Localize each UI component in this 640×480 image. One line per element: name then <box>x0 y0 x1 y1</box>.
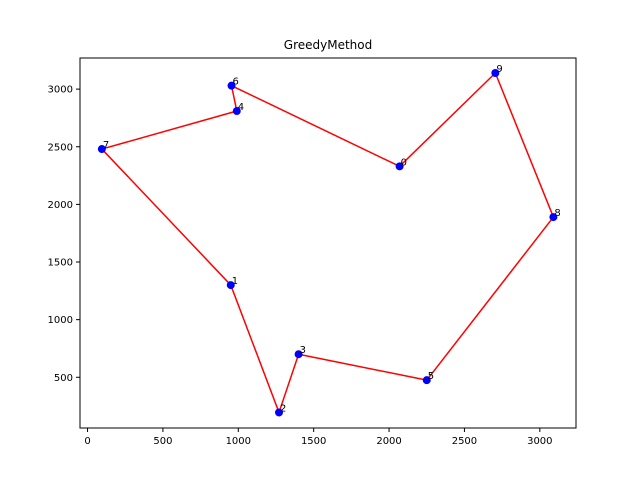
x-tick-label: 1000 <box>226 436 251 447</box>
data-point-7 <box>97 145 106 154</box>
y-axis: 500 1000 1500 2000 2500 3000 <box>48 85 80 384</box>
x-tick-label: 0 <box>84 436 90 447</box>
data-point-6 <box>227 81 236 90</box>
point-label-1: 1 <box>232 276 238 287</box>
x-tick-label: 2000 <box>376 436 401 447</box>
y-tick-label: 3000 <box>48 85 73 96</box>
plot-frame <box>79 57 577 429</box>
y-tick-label: 500 <box>54 373 73 384</box>
tour-segment-3-2 <box>278 353 300 413</box>
data-point-5 <box>422 376 431 385</box>
y-tick-label: 1500 <box>48 258 73 269</box>
x-tick-label: 3000 <box>527 436 552 447</box>
x-axis: 0 500 1000 1500 2000 2500 3000 <box>84 428 553 447</box>
chart-title: GreedyMethod <box>284 38 372 52</box>
tour-segment-8-5 <box>426 216 554 381</box>
point-label-4: 4 <box>238 102 244 113</box>
tour-segment-9-8 <box>494 72 555 218</box>
point-label-0: 0 <box>401 157 407 168</box>
tour-segment-5-3 <box>298 353 427 381</box>
data-point-9 <box>491 68 500 77</box>
data-points <box>97 68 558 417</box>
x-tick-label: 1500 <box>301 436 326 447</box>
data-point-1 <box>226 281 235 290</box>
y-tick-label: 2500 <box>48 142 73 153</box>
point-labels: 0 1 2 3 4 5 6 7 8 9 <box>103 64 561 414</box>
tour-segment-7-4 <box>101 110 237 150</box>
point-label-5: 5 <box>428 371 434 382</box>
y-tick-label: 1000 <box>48 315 73 326</box>
data-point-2 <box>275 408 284 417</box>
tour-segment-2-1 <box>230 284 280 413</box>
x-tick-label: 2500 <box>452 436 477 447</box>
tour-segment-4-6 <box>230 85 238 112</box>
x-tick-label: 500 <box>153 436 172 447</box>
point-label-9: 9 <box>496 64 502 75</box>
point-label-2: 2 <box>280 403 286 414</box>
data-point-4 <box>232 107 241 116</box>
point-label-3: 3 <box>300 345 306 356</box>
tour-segment-6-0 <box>231 84 400 168</box>
point-label-7: 7 <box>103 140 109 151</box>
data-point-0 <box>395 162 404 171</box>
tour-segment-1-7 <box>101 148 232 286</box>
data-point-8 <box>549 213 558 222</box>
tour-lines <box>101 72 555 413</box>
y-tick-label: 2000 <box>48 200 73 211</box>
point-label-8: 8 <box>554 208 560 219</box>
tour-segment-0-9 <box>399 72 496 167</box>
data-point-3 <box>294 350 303 359</box>
point-label-6: 6 <box>233 77 239 88</box>
